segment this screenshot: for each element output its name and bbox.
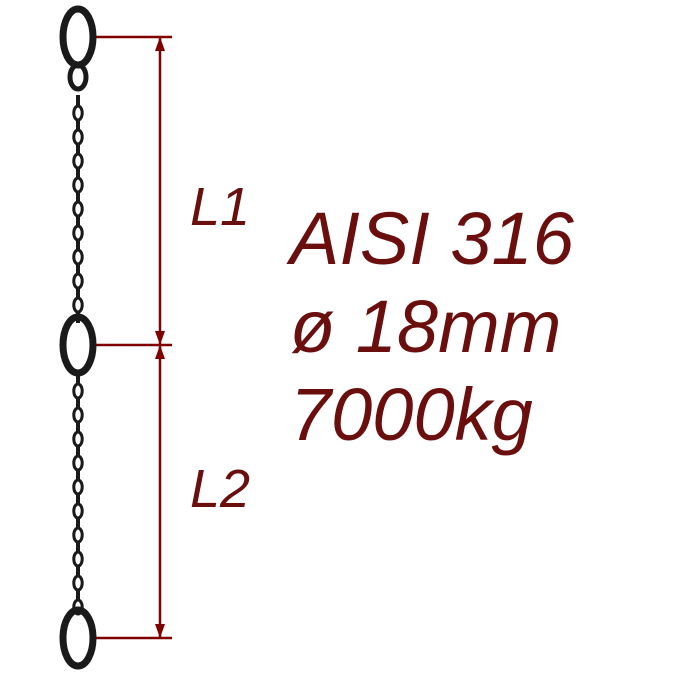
spec-diameter: ø 18mm bbox=[290, 283, 574, 371]
spec-material: AISI 316 bbox=[290, 195, 574, 283]
spec-block: AISI 316 ø 18mm 7000kg bbox=[290, 195, 574, 459]
dim-label-l1: L1 bbox=[190, 176, 250, 238]
dim-label-l2: L2 bbox=[190, 458, 250, 520]
spec-capacity: 7000kg bbox=[290, 371, 574, 459]
